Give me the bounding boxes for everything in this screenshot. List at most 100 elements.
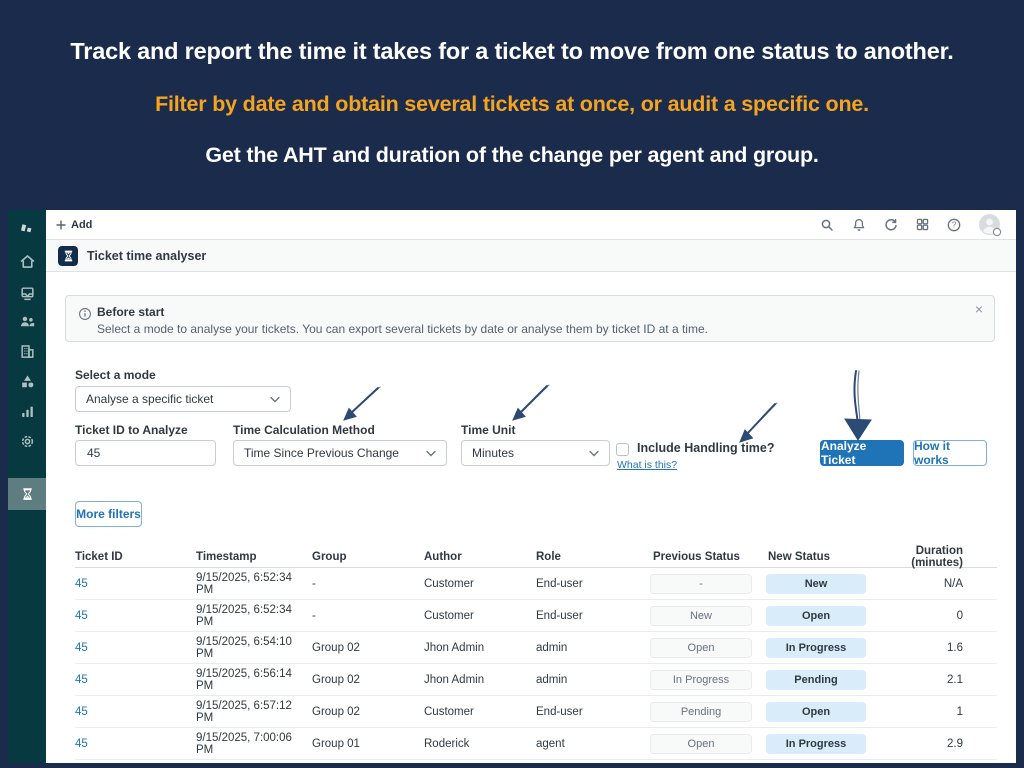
sidebar-item-ticket-time-analyser[interactable]	[8, 478, 46, 510]
group-cell: Group 02	[312, 673, 360, 686]
previous-status-badge: Open	[650, 637, 752, 658]
duration-cell: 2.1	[947, 673, 963, 686]
grid-icon[interactable]	[915, 217, 930, 232]
timestamp-cell: 9/15/2025, 6:52:34 PM	[196, 571, 292, 596]
table-body: 45 9/15/2025, 6:52:34 PM - Customer End-…	[75, 568, 997, 763]
topbar: Add ?	[46, 210, 1016, 240]
role-cell: admin	[536, 641, 568, 654]
table-row	[75, 760, 997, 763]
analyze-ticket-button[interactable]: Analyze Ticket	[820, 439, 904, 467]
role-cell: End-user	[536, 609, 583, 622]
sidebar-item-home[interactable]	[8, 246, 46, 276]
role-cell: admin	[536, 673, 568, 686]
handling-checkbox[interactable]	[616, 443, 629, 456]
col-previous-status: Previous Status	[653, 551, 740, 563]
timestamp-cell: 9/15/2025, 6:54:10 PM	[196, 635, 292, 660]
hero-line-2: Filter by date and obtain several ticket…	[155, 92, 869, 116]
chevron-down-icon	[426, 450, 436, 456]
main-content: Before start Select a mode to analyse yo…	[46, 272, 1016, 763]
duration-cell: 0	[956, 609, 963, 622]
timestamp-cell: 9/15/2025, 6:52:34 PM	[196, 603, 292, 628]
plus-icon	[56, 220, 66, 229]
hero-line-3: Get the AHT and duration of the change p…	[205, 143, 819, 167]
timestamp-cell: 9/15/2025, 7:00:06 PM	[196, 731, 292, 756]
previous-status-badge: In Progress	[650, 669, 752, 690]
close-icon[interactable]: ×	[974, 301, 983, 317]
previous-status-badge: Open	[650, 733, 752, 754]
banner-body: Select a mode to analyse your tickets. Y…	[97, 322, 708, 336]
timestamp-cell: 9/15/2025, 6:56:14 PM	[196, 667, 292, 692]
sidebar-item-views[interactable]	[8, 278, 46, 308]
col-author: Author	[424, 551, 462, 563]
bell-icon[interactable]	[851, 217, 867, 233]
what-is-this-link[interactable]: What is this?	[617, 459, 678, 471]
ticket-id-link[interactable]: 45	[75, 705, 88, 718]
how-it-works-button[interactable]: How it works	[913, 439, 987, 467]
sidebar-item-settings[interactable]	[8, 426, 46, 456]
table-row: 45 9/15/2025, 6:57:12 PM Group 02 Custom…	[75, 696, 997, 728]
info-icon	[78, 307, 92, 326]
col-duration: Duration (minutes)	[911, 545, 963, 569]
sidebar	[8, 210, 46, 763]
ticket-id-link[interactable]: 45	[75, 641, 88, 654]
previous-status-badge: Pending	[650, 701, 752, 722]
author-cell: Roderick	[424, 737, 470, 750]
calc-method-value: Time Since Previous Change	[244, 446, 399, 460]
new-status-badge: Pending	[766, 669, 866, 690]
author-cell: Jhon Admin	[424, 641, 485, 654]
table-row: 45 9/15/2025, 6:52:34 PM - Customer End-…	[75, 568, 997, 600]
previous-status-badge: New	[650, 605, 752, 626]
new-status-badge: Open	[766, 605, 866, 626]
timestamp-cell: 9/15/2025, 6:57:12 PM	[196, 699, 292, 724]
calc-method-select[interactable]: Time Since Previous Change	[233, 440, 447, 466]
table-row: 45 9/15/2025, 7:00:06 PM Group 01 Roderi…	[75, 728, 997, 760]
avatar[interactable]	[978, 213, 1002, 237]
chevron-down-icon	[589, 450, 599, 456]
before-start-banner: Before start Select a mode to analyse yo…	[65, 295, 995, 342]
more-filters-button[interactable]: More filters	[75, 501, 142, 527]
role-cell: End-user	[536, 705, 583, 718]
duration-cell: N/A	[943, 577, 963, 590]
app-window: Add ? Ticket time	[8, 210, 1016, 763]
duration-cell: 1.6	[947, 641, 963, 654]
group-cell: Group 02	[312, 641, 360, 654]
group-cell: -	[312, 577, 316, 590]
author-cell: Customer	[424, 705, 474, 718]
new-status-badge: In Progress	[766, 733, 866, 754]
hero-line-1: Track and report the time it takes for a…	[70, 38, 954, 64]
sidebar-item-reporting[interactable]	[8, 396, 46, 426]
app-header: Ticket time analyser	[46, 240, 1016, 272]
col-group: Group	[312, 551, 347, 563]
group-cell: -	[312, 609, 316, 622]
mode-select[interactable]: Analyse a specific ticket	[75, 386, 291, 412]
search-icon[interactable]	[819, 217, 835, 233]
logo-icon[interactable]	[8, 214, 46, 244]
time-unit-select[interactable]: Minutes	[461, 440, 610, 466]
role-cell: End-user	[536, 577, 583, 590]
calc-method-label: Time Calculation Method	[233, 423, 375, 437]
sidebar-item-objects[interactable]	[8, 366, 46, 396]
sidebar-item-customers[interactable]	[8, 306, 46, 336]
ticket-id-input[interactable]	[75, 440, 216, 466]
author-cell: Customer	[424, 609, 474, 622]
sidebar-item-organizations[interactable]	[8, 336, 46, 366]
add-tab[interactable]: Add	[56, 219, 92, 231]
new-status-badge: In Progress	[766, 637, 866, 658]
new-status-badge: Open	[766, 701, 866, 722]
banner-title: Before start	[97, 305, 165, 319]
ticket-id-link[interactable]: 45	[75, 577, 88, 590]
refresh-icon[interactable]	[883, 217, 899, 233]
col-role: Role	[536, 551, 561, 563]
results-table: Ticket ID Timestamp Group Author Role Pr…	[75, 545, 997, 763]
ticket-id-link[interactable]: 45	[75, 673, 88, 686]
mode-label: Select a mode	[75, 368, 156, 382]
handling-label: Include Handling time?	[637, 441, 775, 455]
table-row: 45 9/15/2025, 6:56:14 PM Group 02 Jhon A…	[75, 664, 997, 696]
ticket-id-link[interactable]: 45	[75, 737, 88, 750]
table-row: 45 9/15/2025, 6:52:34 PM - Customer End-…	[75, 600, 997, 632]
new-status-badge: New	[766, 573, 866, 594]
help-icon[interactable]: ?	[946, 217, 962, 233]
hourglass-icon	[58, 245, 78, 266]
duration-cell: 2.9	[947, 737, 963, 750]
ticket-id-link[interactable]: 45	[75, 609, 88, 622]
